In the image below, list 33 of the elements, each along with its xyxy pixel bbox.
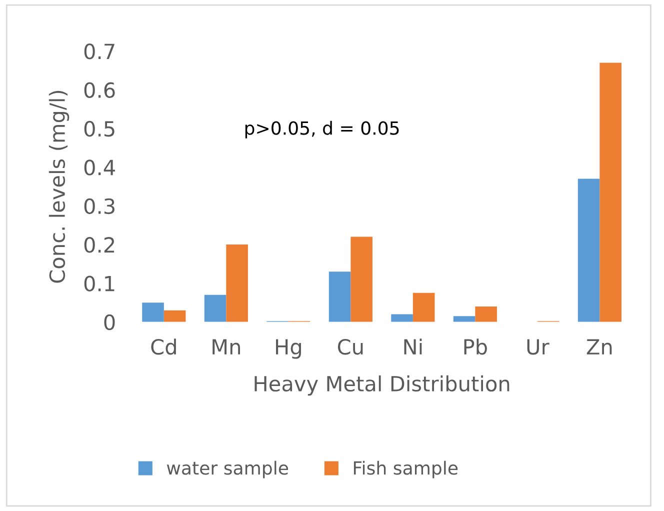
bar xyxy=(328,272,351,322)
bar xyxy=(142,302,164,322)
bar xyxy=(350,236,372,322)
bar xyxy=(226,244,248,322)
bar xyxy=(164,310,186,322)
bar xyxy=(453,316,476,322)
x-tick-label: Cd xyxy=(151,338,176,355)
y-tick-label: 0.4 xyxy=(84,160,115,176)
bar xyxy=(578,178,600,322)
x-axis-title: Heavy Metal Distribution xyxy=(254,375,510,396)
bar xyxy=(391,314,413,322)
x-tick-label: Ni xyxy=(404,338,422,354)
x-tick-label: Zn xyxy=(586,339,612,354)
bar xyxy=(475,306,497,322)
y-tick-label: 0.7 xyxy=(84,44,114,60)
y-tick-label: 0.1 xyxy=(84,276,114,292)
bar xyxy=(600,62,622,322)
legend-label: Fish sample xyxy=(354,460,458,478)
y-tick-label: 0.2 xyxy=(84,237,114,253)
y-tick-label: 0 xyxy=(104,314,115,330)
x-tick-label: Pb xyxy=(464,338,487,355)
x-tick-label: Cu xyxy=(338,338,363,355)
y-axis-title: Conc. levels (mg/l) xyxy=(48,90,70,283)
bar xyxy=(204,294,226,322)
legend-label: water sample xyxy=(166,460,288,478)
y-tick-label: 0.3 xyxy=(84,198,114,214)
x-tick-label: Hg xyxy=(276,339,301,359)
bar xyxy=(412,292,435,322)
y-tick-label: 0.6 xyxy=(84,82,115,98)
x-tick-label: Ur xyxy=(527,339,550,355)
annotation: p>0.05, d = 0.05 xyxy=(245,120,399,138)
x-tick-label: Mn xyxy=(212,339,240,354)
y-tick-label: 0.5 xyxy=(84,120,114,137)
